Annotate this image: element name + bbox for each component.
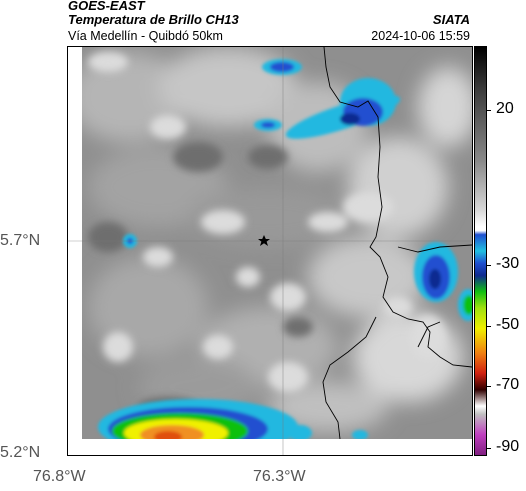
colorbar-label-minus30: -30 — [496, 255, 520, 272]
product-subtitle: Temperatura de Brillo CH13 — [68, 12, 239, 27]
satellite-map[interactable] — [67, 46, 473, 456]
y-tick-5-2N: 5.2°N — [0, 444, 41, 461]
boundary-lines — [322, 47, 472, 440]
satellite-image — [68, 47, 472, 455]
colorbar-tick — [486, 326, 491, 327]
colorbar-label-minus90: -90 — [496, 438, 520, 455]
colorbar-tick — [486, 448, 491, 449]
colorbar-label-20: 20 — [496, 100, 514, 117]
region-label: Vía Medellín - Quibdó 50km — [68, 29, 223, 43]
x-tick-76-8W: 76.8°W — [33, 468, 86, 485]
colorbar-tick — [486, 110, 491, 111]
datetime-label: 2024-10-06 15:59 — [371, 29, 470, 43]
star-marker — [258, 235, 270, 246]
colorbar-tick — [486, 265, 491, 266]
cold-cloud-top-east — [414, 242, 472, 321]
colorbar-tick — [486, 386, 491, 387]
product-title: GOES-EAST — [68, 0, 145, 13]
colorbar-label-minus50: -50 — [496, 316, 520, 333]
y-tick-5-7N: 5.7°N — [0, 232, 41, 249]
grid-lines — [68, 47, 472, 455]
x-tick-76-3W: 76.3°W — [253, 468, 306, 485]
colorbar — [474, 46, 487, 456]
colorbar-label-minus70: -70 — [496, 376, 520, 393]
organization-label: SIATA — [432, 12, 470, 27]
